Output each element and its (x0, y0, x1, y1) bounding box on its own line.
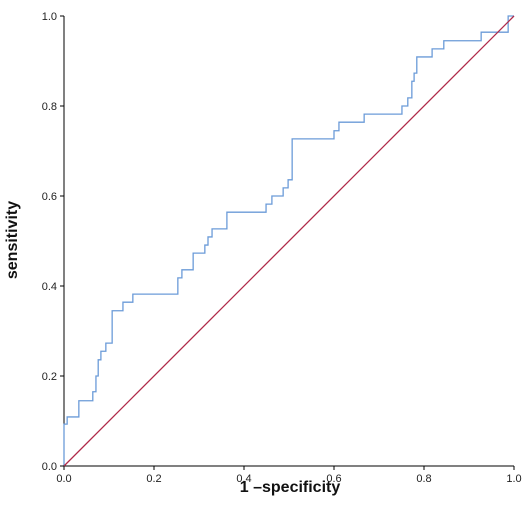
y-axis-ticks: 0.0 0.2 0.4 0.6 0.8 1.0 (42, 11, 64, 473)
x-axis-ticks: 0.0 0.2 0.4 0.6 0.8 1.0 (56, 466, 522, 485)
y-axis-title: sensitivity (4, 201, 21, 279)
y-tick-label: 0.0 (42, 461, 57, 473)
y-tick-label: 0.6 (42, 191, 57, 203)
y-tick-label: 0.4 (42, 281, 57, 293)
y-tick-label: 0.8 (42, 101, 57, 113)
x-tick-label: 0.4 (236, 473, 251, 485)
reference-diagonal-line (63, 15, 515, 467)
y-tick-label: 1.0 (42, 11, 57, 23)
x-tick-label: 0.6 (326, 473, 341, 485)
x-axis-title: 1 –specificity (240, 479, 341, 496)
roc-curve-line (63, 15, 514, 466)
x-tick-label: 0.8 (416, 473, 431, 485)
plot-area (63, 15, 515, 467)
x-tick-label: 0.2 (146, 473, 161, 485)
x-tick-label: 0.0 (56, 473, 71, 485)
y-tick-label: 0.2 (42, 371, 57, 383)
x-tick-label: 1.0 (506, 473, 521, 485)
